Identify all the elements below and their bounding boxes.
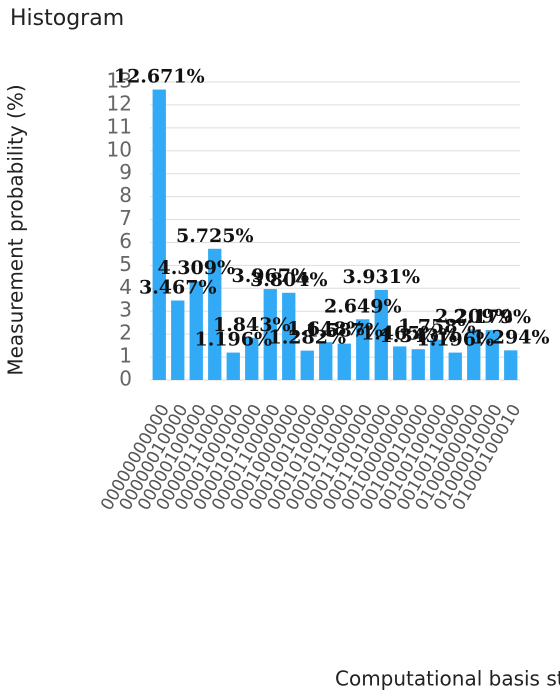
y-tick-label: 12 — [107, 91, 132, 115]
value-label: 3.967% — [231, 265, 309, 287]
bar — [504, 350, 518, 380]
bar — [319, 342, 333, 380]
value-label: 1.294% — [472, 326, 550, 348]
bar — [430, 339, 444, 380]
value-label: 1.282% — [268, 327, 346, 349]
value-label: 3.931% — [342, 266, 420, 288]
bar — [448, 352, 462, 380]
bar — [263, 289, 277, 380]
y-tick-label: 0 — [119, 367, 132, 391]
bar — [282, 292, 296, 380]
value-label: 3.804% — [250, 269, 328, 291]
bar — [337, 343, 351, 380]
value-label: 4.309% — [157, 257, 235, 279]
value-label: 1.843% — [213, 314, 291, 336]
chart-title: Histogram — [10, 6, 124, 31]
value-label: 5.725% — [176, 225, 254, 247]
value-label: 1.587% — [305, 320, 383, 342]
y-tick-label: 1 — [119, 344, 132, 368]
value-label: 1.758% — [398, 316, 476, 338]
bar — [411, 349, 425, 380]
y-tick-label: 9 — [119, 160, 132, 184]
x-axis-label: Computational basis states — [335, 667, 560, 691]
bar — [300, 350, 314, 380]
y-tick-label: 13 — [107, 69, 132, 93]
bar — [208, 248, 222, 380]
y-tick-label: 7 — [119, 206, 132, 230]
bar — [189, 281, 203, 380]
value-label: 2.649% — [324, 295, 402, 317]
y-tick-label: 11 — [107, 114, 132, 138]
value-label: 1.343% — [379, 325, 457, 347]
y-tick-label: 2 — [119, 321, 132, 345]
y-tick-label: 3 — [119, 298, 132, 322]
bar — [467, 329, 481, 380]
value-label: 2.209% — [435, 305, 513, 327]
y-tick-label: 10 — [107, 137, 132, 161]
bar — [374, 289, 388, 380]
y-tick-label: 5 — [119, 252, 132, 276]
y-tick-label: 6 — [119, 229, 132, 253]
bar — [245, 337, 259, 380]
y-tick-label: 4 — [119, 275, 132, 299]
bar — [485, 330, 499, 380]
value-label: 3.467% — [139, 277, 217, 299]
bar — [152, 89, 166, 381]
bar — [226, 352, 240, 380]
value-label: 1.648% — [287, 318, 365, 340]
bar — [356, 319, 370, 380]
bar — [171, 300, 185, 380]
bar — [393, 346, 407, 380]
y-tick-label: 8 — [119, 183, 132, 207]
value-label: 1.196% — [194, 329, 272, 351]
value-label: 1.196% — [416, 329, 494, 351]
value-label: 2.179% — [453, 306, 531, 328]
y-axis-label: Measurement probability (%) — [4, 84, 28, 375]
value-label: 1.465% — [361, 322, 439, 344]
value-label: 12.671% — [114, 66, 205, 88]
